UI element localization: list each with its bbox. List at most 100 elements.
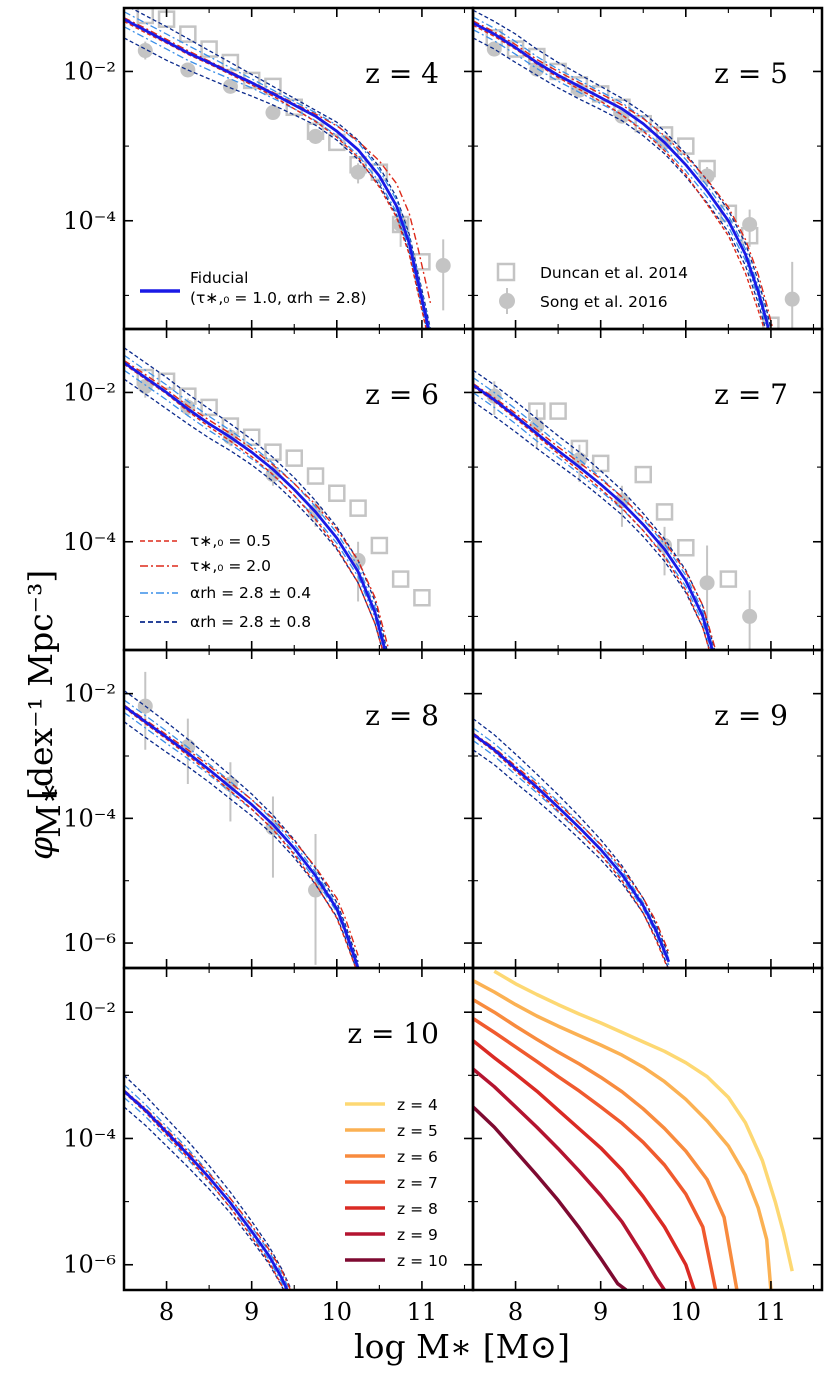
duncan-point — [136, 8, 155, 25]
plot-area: 10⁻² 10⁻⁴ z = 4 z = 5 10⁻² 10⁻⁴ z = 6 z = 7 10⁻²… — [63, 6, 824, 1326]
x-tick-label: 8 — [508, 1298, 523, 1326]
duncan-point — [634, 465, 652, 484]
duncan-point — [306, 122, 325, 140]
duncan-point — [698, 159, 716, 178]
alpha08-line-low — [124, 721, 357, 968]
panel-z4-marks — [124, 8, 451, 329]
y-tick-label: 10⁻⁴ — [63, 207, 116, 235]
song-point — [137, 43, 153, 59]
panel-z7-marks — [473, 369, 758, 650]
song-point — [614, 493, 630, 509]
tau05-line — [124, 706, 357, 968]
alpha08-legend-label: αrh = 2.8 ± 0.8 — [190, 613, 311, 631]
redshift-legend-label: z = 10 — [397, 1252, 448, 1270]
duncan-point — [306, 467, 325, 485]
duncan-point — [264, 443, 282, 461]
series-line-z7 — [473, 1017, 718, 1290]
alpha08-line-low — [473, 37, 767, 329]
duncan-point — [200, 398, 218, 417]
y-tick-label: 10⁻⁴ — [63, 528, 116, 556]
duncan-point — [328, 484, 346, 502]
panel-title-z10: z = 10 — [347, 1017, 439, 1050]
duncan-point — [570, 439, 589, 458]
tau05-line — [473, 734, 669, 968]
x-tick-label: 11 — [756, 1298, 787, 1326]
fiducial-legend-label: Fiducial — [190, 269, 248, 287]
alpha04-legend-label: αrh = 2.8 ± 0.4 — [190, 584, 311, 602]
duncan-point — [591, 454, 610, 473]
panel-all: 8 9 10 11 — [471, 966, 824, 1326]
alpha04-line-low — [124, 369, 385, 650]
alpha08-line-high — [124, 1074, 291, 1288]
variations-legend: τ∗,₀ = 0.5 τ∗,₀ = 2.0 αrh = 2.8 ± 0.4 αr… — [140, 532, 311, 631]
alpha08-line-high — [124, 689, 359, 963]
y-tick-label: 10⁻⁴ — [63, 1124, 116, 1152]
redshift-legend-label: z = 7 — [397, 1174, 438, 1192]
duncan-point — [719, 570, 738, 588]
y-axis-title: φ M∗ [dex⁻¹ Mpc⁻³] — [21, 570, 68, 860]
y-tick-label: 10⁻² — [63, 680, 116, 708]
y-tick-label: 10⁻² — [63, 378, 116, 406]
panel-title-z8: z = 8 — [365, 699, 439, 732]
panel-z10: 10⁻² 10⁻⁴ 10⁻⁶ 8 9 10 11 z = 10 — [63, 966, 475, 1326]
panel-all-frame — [471, 966, 824, 1292]
alpha04-line-low — [473, 29, 768, 329]
tau20-line — [473, 732, 670, 953]
series-line-z4 — [493, 969, 794, 1272]
tau20-legend-label: τ∗,₀ = 2.0 — [190, 557, 271, 575]
series-line-z8 — [473, 1039, 696, 1290]
panel-z8: 10⁻² 10⁻⁴ 10⁻⁶ z = 8 — [63, 648, 475, 970]
fiducial-line — [473, 383, 714, 650]
y-tick-label: 10⁻² — [63, 57, 116, 85]
fiducial-line — [473, 733, 671, 963]
panel-z9: z = 9 — [471, 648, 824, 970]
series-line-z5 — [473, 979, 773, 1290]
panel-z7: z = 7 — [471, 327, 824, 652]
alpha04-line-high — [124, 354, 387, 650]
panel-z8-marks — [124, 671, 360, 968]
duncan-point — [677, 538, 695, 557]
panel-title-z6: z = 6 — [365, 378, 439, 411]
alpha04-line-low — [473, 391, 712, 650]
alpha08-line-low — [124, 378, 383, 650]
panel-z8-frame — [122, 648, 475, 970]
alpha04-line-low — [124, 711, 358, 968]
series-line-z10 — [473, 1105, 628, 1290]
redshift-legend-label: z = 4 — [397, 1096, 438, 1114]
observations-legend: Duncan et al. 2014 Song et al. 2016 — [496, 262, 688, 314]
panel-title-z5: z = 5 — [714, 57, 788, 90]
duncan-point — [221, 53, 240, 72]
song-point — [308, 882, 324, 898]
x-tick-label: 10 — [322, 1298, 353, 1326]
song-point — [784, 291, 800, 307]
panel-z6-marks — [124, 347, 431, 650]
alpha04-line-high — [473, 727, 670, 959]
song-point — [308, 128, 324, 144]
song-point — [222, 78, 238, 94]
x-tick-label: 8 — [159, 1298, 174, 1326]
panel-all-marks — [473, 969, 794, 1290]
tau20-line — [473, 382, 717, 650]
alpha08-line-high — [473, 369, 716, 650]
fiducial-line — [124, 17, 430, 329]
duncan-point — [549, 402, 567, 420]
y-tick-label: 10⁻² — [63, 998, 116, 1026]
alpha04-line-low — [473, 739, 670, 966]
panel-z10-marks — [124, 1074, 291, 1290]
song-point — [486, 388, 502, 404]
alpha08-line-high — [129, 8, 432, 329]
tau05-line — [124, 1091, 285, 1290]
duncan-legend-marker — [496, 262, 516, 282]
y-tick-label: 10⁻⁶ — [63, 929, 116, 957]
panel-z9-frame — [471, 648, 824, 970]
tau05-line — [473, 385, 710, 650]
alpha08-line-low — [473, 400, 711, 650]
alpha08-line-high — [473, 9, 772, 329]
fiducial-line — [124, 704, 360, 968]
duncan-point — [349, 499, 367, 517]
y-axis-phi-subscript: M∗ — [29, 782, 68, 838]
panel-z10-ticks — [123, 968, 473, 1290]
x-tick-label: 9 — [244, 1298, 259, 1326]
song-point — [265, 105, 281, 121]
fiducial-line — [124, 361, 387, 650]
